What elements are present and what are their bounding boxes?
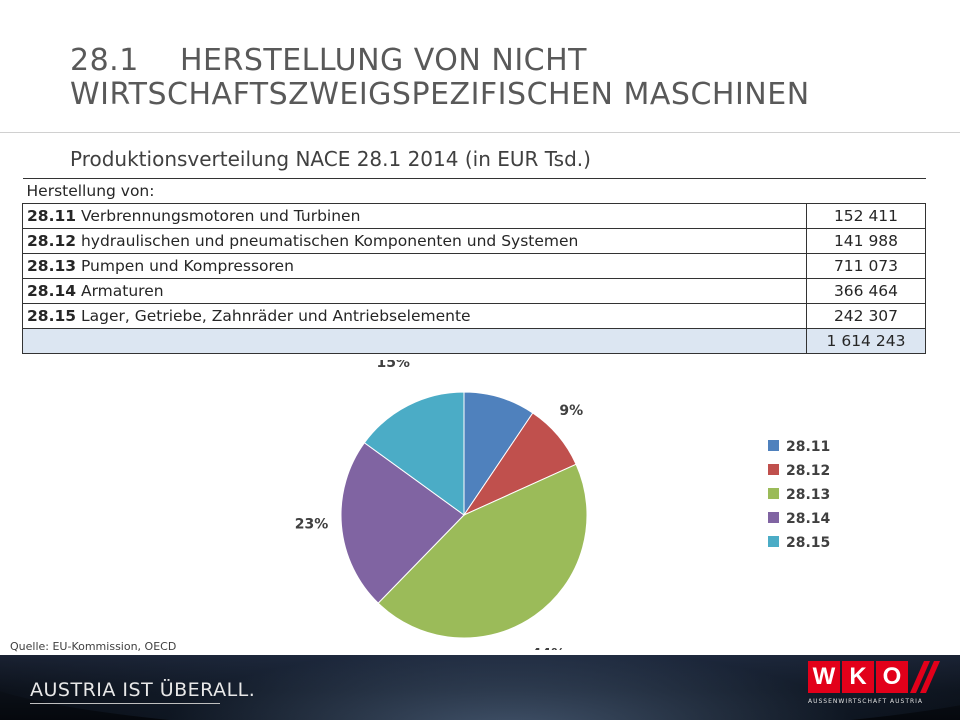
source-note: Quelle: EU-Kommission, OECD — [10, 640, 177, 653]
legend-swatch — [768, 440, 779, 451]
table-row: 28.11 Verbrennungsmotoren und Turbinen 15… — [22, 203, 926, 229]
row-label-cell: 28.14 Armaturen — [22, 278, 807, 304]
data-label: 44% — [532, 646, 566, 650]
legend-label: 28.13 — [786, 487, 830, 503]
logo-letter-k: K — [842, 661, 874, 693]
pie-slice-28-15 — [363, 391, 465, 516]
data-label: 23% — [295, 517, 329, 533]
row-code: 28.15 — [27, 307, 77, 325]
legend-swatch — [768, 464, 779, 475]
total-label-cell — [22, 328, 807, 354]
row-label: Armaturen — [80, 282, 164, 300]
pie-chart: 9% 9% 44% 23% 15% 28.11 28.12 28.13 28.14 28.15 — [295, 360, 831, 650]
table-header: Herstellung von: — [22, 178, 926, 204]
legend-swatch — [768, 536, 779, 547]
pie-slice-28-13 — [377, 463, 588, 639]
pie-slice-28-14 — [340, 442, 465, 604]
data-label: 9% — [559, 403, 583, 419]
earth-horizon — [0, 655, 960, 720]
table-header-row: Herstellung von: — [22, 178, 926, 204]
row-code: 28.14 — [27, 282, 77, 300]
row-code: 28.11 — [27, 207, 77, 225]
row-code: 28.12 — [27, 232, 77, 250]
legend-label: 28.15 — [786, 535, 830, 551]
row-label: Lager, Getriebe, Zahnräder und Antriebse… — [80, 307, 471, 325]
footer-slogan: AUSTRIA IST ÜBERALL. — [30, 679, 256, 701]
title-divider — [0, 132, 960, 133]
row-value: 366 464 — [806, 278, 926, 304]
row-code: 28.13 — [27, 257, 77, 275]
table-row: 28.12 hydraulischen und pneumatischen Ko… — [22, 228, 926, 254]
row-value: 711 073 — [806, 253, 926, 279]
table-row: 28.14 Armaturen 366 464 — [22, 278, 926, 304]
table-total-row: 1 614 243 — [22, 328, 926, 354]
legend-swatch — [768, 488, 779, 499]
table-row: 28.13 Pumpen und Kompressoren 711 073 — [22, 253, 926, 279]
row-value: 152 411 — [806, 203, 926, 229]
row-value: 141 988 — [806, 228, 926, 254]
legend-label: 28.14 — [786, 511, 831, 527]
legend-label: 28.11 — [786, 439, 830, 455]
total-value: 1 614 243 — [806, 328, 926, 354]
logo-letter-o: O — [876, 661, 908, 693]
production-table: Herstellung von: 28.11 Verbrennungsmotor… — [22, 178, 926, 354]
table-row: 28.15 Lager, Getriebe, Zahnräder und Ant… — [22, 303, 926, 329]
row-value: 242 307 — [806, 303, 926, 329]
title-line-2: WIRTSCHAFTSZWEIGSPEZIFISCHEN MASCHINEN — [70, 77, 810, 112]
logo-tagline: AUSSENWIRTSCHAFT AUSTRIA — [808, 698, 924, 705]
logo-letter-w: W — [808, 661, 840, 693]
legend-label: 28.12 — [786, 463, 830, 479]
row-label-cell: 28.12 hydraulischen und pneumatischen Ko… — [22, 228, 807, 254]
row-label-cell: 28.13 Pumpen und Kompressoren — [22, 253, 807, 279]
title-number: 28.1 — [70, 43, 139, 78]
row-label-cell: 28.11 Verbrennungsmotoren und Turbinen — [22, 203, 807, 229]
slogan-underline — [30, 703, 220, 704]
data-label: 15% — [376, 360, 410, 371]
legend-swatch — [768, 512, 779, 523]
logo-stripes-icon — [910, 661, 940, 693]
footer-banner: AUSTRIA IST ÜBERALL. W K O AUSSENWIRTSCH… — [0, 655, 960, 720]
row-label: Verbrennungsmotoren und Turbinen — [80, 207, 361, 225]
data-label: 9% — [498, 360, 522, 361]
slide-title: 28.1 HERSTELLUNG VON NICHT WIRTSCHAFTSZWE… — [70, 44, 930, 112]
wko-logo: W K O AUSSENWIRTSCHAFT AUSTRIA — [808, 661, 948, 713]
row-label-cell: 28.15 Lager, Getriebe, Zahnräder und Ant… — [22, 303, 807, 329]
row-label: hydraulischen und pneumatischen Komponen… — [80, 232, 579, 250]
title-line-1: HERSTELLUNG VON NICHT — [180, 43, 588, 78]
table-subtitle: Produktionsverteilung NACE 28.1 2014 (in… — [70, 147, 591, 171]
row-label: Pumpen und Kompressoren — [80, 257, 294, 275]
